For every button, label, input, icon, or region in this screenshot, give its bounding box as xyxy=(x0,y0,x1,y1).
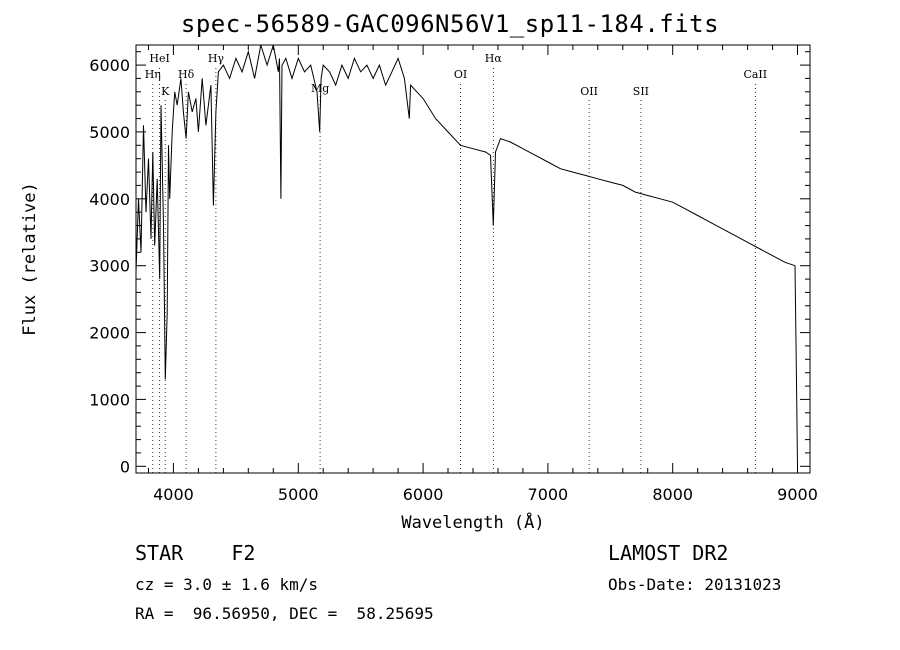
object-class: STAR F2 xyxy=(135,541,256,565)
y-axis: 0 1000 2000 3000 4000 5000 6000 xyxy=(89,51,810,476)
line-marker-label: Hδ xyxy=(178,68,195,81)
x-tick-label: 7000 xyxy=(528,485,569,504)
line-marker-label: Hη xyxy=(145,68,161,81)
line-marker-label: OII xyxy=(580,85,598,98)
spectrum-line xyxy=(135,44,798,467)
y-axis-label: Flux (relative) xyxy=(20,182,40,336)
x-axis: 4000 5000 6000 7000 8000 9000 xyxy=(148,45,818,504)
y-tick-label: 2000 xyxy=(89,324,130,343)
y-tick-label: 6000 xyxy=(89,56,130,75)
y-tick-label: 1000 xyxy=(89,390,130,409)
x-axis-label: Wavelength (Å) xyxy=(401,511,544,533)
plot-frame xyxy=(135,44,811,474)
line-marker-label: HeI xyxy=(149,52,169,65)
y-tick-label: 5000 xyxy=(89,123,130,142)
line-marker-label: Mg xyxy=(311,82,329,95)
y-tick-label: 3000 xyxy=(89,257,130,276)
y-tick-label: 0 xyxy=(120,457,130,476)
line-markers: Hη HeI K Hδ Hγ Mg OI Hα OII SII CaII xyxy=(145,52,767,473)
x-tick-label: 9000 xyxy=(777,485,818,504)
chart-title: spec-56589-GAC096N56V1_sp11-184.fits xyxy=(180,10,720,38)
coordinates: RA = 96.56950, DEC = 58.25695 xyxy=(135,604,434,623)
line-marker-label: K xyxy=(161,85,170,98)
survey-name: LAMOST DR2 xyxy=(608,541,729,565)
x-tick-label: 6000 xyxy=(403,485,444,504)
line-marker-label: Hα xyxy=(485,52,503,65)
x-tick-label: 8000 xyxy=(652,485,693,504)
line-marker-label: Hγ xyxy=(208,52,225,65)
obs-date: Obs-Date: 20131023 xyxy=(608,575,782,594)
x-tick-label: 4000 xyxy=(153,485,194,504)
x-tick-label: 5000 xyxy=(278,485,319,504)
line-marker-label: CaII xyxy=(743,68,767,81)
line-marker-label: SII xyxy=(633,85,649,98)
line-marker-label: OI xyxy=(454,68,467,81)
y-tick-label: 4000 xyxy=(89,190,130,209)
velocity-value: cz = 3.0 ± 1.6 km/s xyxy=(135,575,319,594)
